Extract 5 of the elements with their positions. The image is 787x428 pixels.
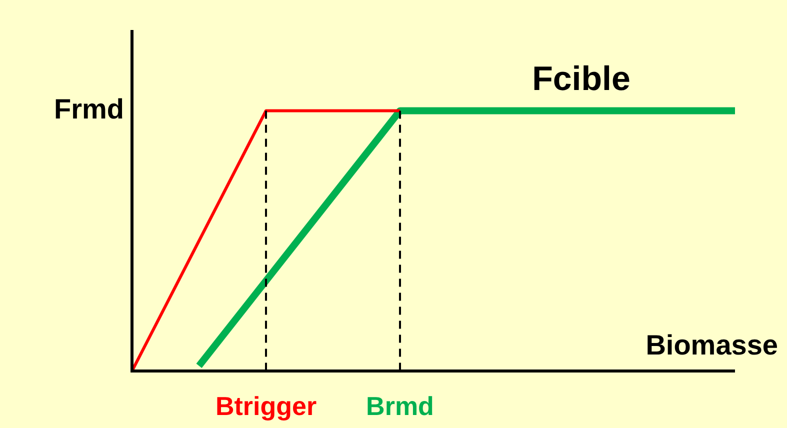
x-axis-title: Biomasse bbox=[646, 330, 778, 361]
y-axis-title: Frmd bbox=[54, 93, 124, 124]
x-tick-label: Brmd bbox=[366, 391, 434, 422]
x-tick-label: Btrigger bbox=[215, 391, 317, 422]
annotation: Fcible bbox=[532, 60, 630, 98]
